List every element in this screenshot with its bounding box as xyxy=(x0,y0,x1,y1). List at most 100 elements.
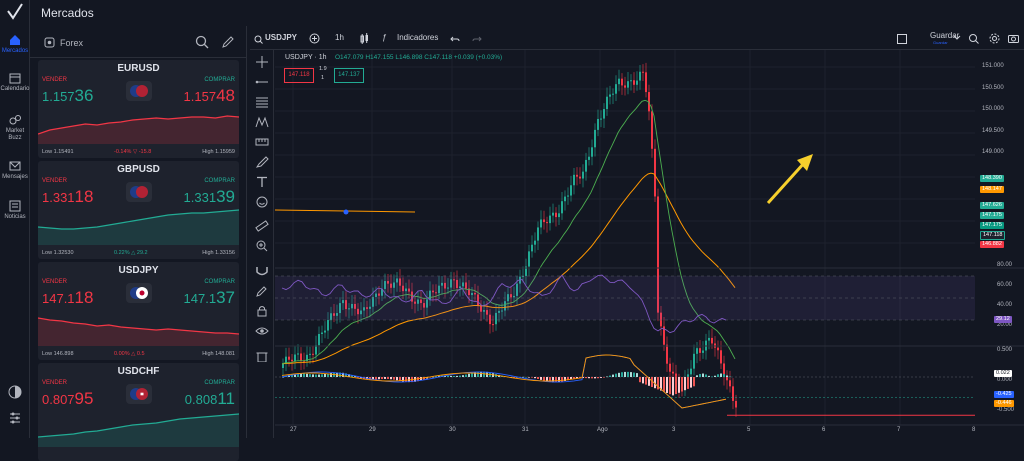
quick-search-icon[interactable] xyxy=(968,33,979,44)
indicators-button[interactable]: Indicadores xyxy=(397,33,439,42)
eye-icon[interactable] xyxy=(255,325,269,337)
candle-body xyxy=(561,201,563,214)
time-axis-label: 27 xyxy=(290,427,297,433)
candle-body xyxy=(606,96,608,110)
trash-icon[interactable] xyxy=(255,350,269,362)
chart-area[interactable]: USDJPY · 1h O147.079 H147.155 L146.898 C… xyxy=(274,50,1024,438)
emoji-icon[interactable] xyxy=(255,196,269,208)
macd-histogram-bar xyxy=(360,377,362,379)
sell-price[interactable]: 1.33118 xyxy=(42,187,93,207)
candle-body xyxy=(558,213,560,218)
time-axis-label: 5 xyxy=(747,427,751,433)
ruler-icon[interactable] xyxy=(255,220,269,232)
lock-icon[interactable] xyxy=(255,305,269,317)
macd-histogram-bar xyxy=(300,373,302,377)
crosshair-icon[interactable] xyxy=(255,56,269,68)
save-button[interactable]: Guardar xyxy=(930,31,960,40)
rsi-line xyxy=(281,274,727,334)
symbol-button[interactable]: USDJPY xyxy=(265,33,298,42)
candle-body xyxy=(282,363,284,368)
pattern-icon[interactable] xyxy=(255,116,269,128)
chart-legend-title: USDJPY · 1h xyxy=(285,54,327,61)
market-card[interactable]: GBPUSD VENDER COMPRAR 1.33118 1.33139 Lo… xyxy=(38,161,239,259)
zoom-in-icon[interactable] xyxy=(255,240,269,252)
annotation-arrow-head xyxy=(797,154,813,171)
nav-item-calendario[interactable]: Calendario xyxy=(0,72,30,93)
currency-flag-icon xyxy=(126,283,152,303)
buy-price[interactable]: 147.137 xyxy=(184,288,235,308)
buy-price-pips: 39 xyxy=(216,187,235,206)
sell-box[interactable]: 147.118 xyxy=(284,68,314,83)
search-icon[interactable] xyxy=(195,35,209,49)
market-card[interactable]: EURUSD VENDER COMPRAR 1.15736 1.15748 Lo… xyxy=(38,60,239,158)
candle-body xyxy=(291,359,293,362)
mail-icon xyxy=(9,161,21,171)
magnet-icon[interactable] xyxy=(255,265,269,277)
redo-icon[interactable] xyxy=(472,34,482,44)
macd-histogram-bar xyxy=(729,376,731,378)
pencil-lock-icon[interactable] xyxy=(255,285,269,297)
macd-histogram-bar xyxy=(693,377,695,387)
symbol-search-icon[interactable] xyxy=(254,35,263,44)
text-icon[interactable] xyxy=(255,176,269,188)
candle-body xyxy=(450,279,452,288)
candle-body xyxy=(306,354,308,361)
chevron-down-icon[interactable] xyxy=(953,34,961,42)
undo-icon[interactable] xyxy=(450,34,460,44)
sparkline-line xyxy=(38,413,239,438)
candle-body xyxy=(669,363,671,372)
measure-icon[interactable] xyxy=(255,136,269,148)
layout-icon[interactable] xyxy=(897,34,907,44)
time-axis-label: 3 xyxy=(672,427,676,433)
rsi-axis-label: 60.00 xyxy=(997,282,1013,288)
nav-item-mercados[interactable]: Mercados xyxy=(0,34,30,55)
buy-box[interactable]: 147.137 xyxy=(334,68,364,83)
macd-histogram-bar xyxy=(378,377,380,380)
macd-histogram-bar xyxy=(375,377,377,380)
sell-price[interactable]: 1.15736 xyxy=(42,86,93,106)
buy-price[interactable]: 0.80811 xyxy=(185,389,235,409)
candle-body xyxy=(387,281,389,284)
candle-body xyxy=(459,286,461,289)
nav-item-market-buzz[interactable]: Market Buzz xyxy=(0,114,30,142)
buy-price[interactable]: 1.15748 xyxy=(184,86,235,106)
candle-body xyxy=(528,251,530,267)
change-value: 0.00% △ 0.5 xyxy=(114,351,145,357)
candle-body xyxy=(711,337,713,344)
low-value: Low 1.15491 xyxy=(42,149,74,155)
macd-histogram-bar xyxy=(291,374,293,377)
time-axis-label: 6 xyxy=(822,427,826,433)
top-header: Mercados xyxy=(30,0,1024,26)
candle-body xyxy=(357,308,359,315)
candle-type-icon[interactable] xyxy=(359,33,370,45)
macd-histogram-bar xyxy=(390,377,392,380)
gear-icon[interactable] xyxy=(989,33,1000,44)
settings-sliders-icon[interactable] xyxy=(7,410,23,426)
candle-body xyxy=(723,363,725,377)
macd-histogram-bar xyxy=(651,377,653,387)
candle-body xyxy=(480,305,482,312)
candle-body xyxy=(549,215,551,224)
horizontal-lines-icon[interactable] xyxy=(255,96,269,108)
nav-item-mensajes[interactable]: Mensajes xyxy=(0,160,30,181)
buy-price[interactable]: 1.33139 xyxy=(184,187,235,207)
candle-body xyxy=(552,212,554,216)
brush-icon[interactable] xyxy=(255,156,269,168)
theme-toggle-icon[interactable] xyxy=(7,384,23,400)
market-card[interactable]: USDJPY VENDER COMPRAR 147.118 147.137 Lo… xyxy=(38,262,239,360)
market-card[interactable]: USDCHF VENDER COMPRAR 0.80795 0.80811 xyxy=(38,363,239,461)
add-symbol-icon[interactable] xyxy=(309,33,320,44)
market-symbol: EURUSD xyxy=(117,63,160,74)
interval-button[interactable]: 1h xyxy=(335,33,344,42)
sell-price[interactable]: 147.118 xyxy=(42,288,93,308)
trend-line-icon[interactable] xyxy=(255,76,269,88)
macd-histogram-bar xyxy=(354,376,356,377)
edit-icon[interactable] xyxy=(221,35,235,49)
macd-histogram-bar xyxy=(342,372,344,377)
macd-histogram-bar xyxy=(282,377,284,378)
camera-icon[interactable] xyxy=(1008,33,1019,44)
sell-price-main: 0.807 xyxy=(42,392,75,407)
nav-item-noticias[interactable]: Noticias xyxy=(0,200,30,221)
sell-price[interactable]: 0.80795 xyxy=(42,389,93,409)
price-chart-svg[interactable] xyxy=(274,50,1024,438)
